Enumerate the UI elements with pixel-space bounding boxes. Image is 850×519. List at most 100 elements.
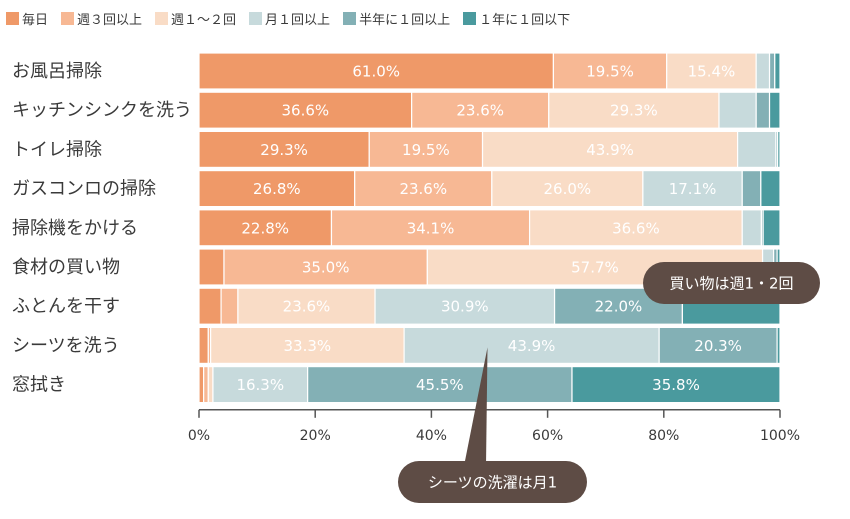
legend-label: 半年に１回以上 xyxy=(359,12,451,28)
bar-segment xyxy=(237,287,376,325)
legend-swatch xyxy=(343,11,357,25)
bar-segment xyxy=(491,170,644,208)
legend-swatch xyxy=(463,11,477,25)
bar-segment xyxy=(755,91,771,129)
bar-segment xyxy=(198,287,222,325)
category-label: ガスコンロの掃除 xyxy=(12,179,156,200)
category-label: ふとんを干す xyxy=(12,296,120,317)
bar-segment xyxy=(548,91,720,129)
bar-segment xyxy=(776,326,781,364)
legend-swatch xyxy=(61,11,75,25)
x-tick-label: 80% xyxy=(648,428,679,444)
data-label: 57.7% xyxy=(571,259,619,277)
bar-segment xyxy=(198,366,205,404)
data-label: 20.3% xyxy=(694,337,742,355)
bar-segment xyxy=(198,52,555,90)
bar-segment xyxy=(762,209,781,247)
data-label: 16.3% xyxy=(236,376,284,394)
data-label: 33.3% xyxy=(284,337,332,355)
data-label: 45.5% xyxy=(416,376,464,394)
category-label: シーツを洗う xyxy=(12,335,120,356)
legend-item: 週３回以上 xyxy=(61,9,142,28)
bar-segment xyxy=(666,52,757,90)
bar-segment xyxy=(755,52,771,90)
legend-label: 週１～２回 xyxy=(171,12,237,28)
bar-segment xyxy=(552,52,668,90)
bar-segment xyxy=(198,326,209,364)
bar-segment xyxy=(354,170,493,208)
bar-segment xyxy=(223,248,428,286)
x-tick-label: 40% xyxy=(416,428,447,444)
data-label: 22.0% xyxy=(595,298,643,316)
callout-text: 買い物は週1・2回 xyxy=(669,275,793,293)
bar-segment xyxy=(203,366,209,404)
bar-segment xyxy=(658,326,778,364)
data-label: 34.1% xyxy=(407,219,455,237)
category-label: キッチンシンクを洗う xyxy=(12,100,192,121)
data-label: 26.8% xyxy=(253,180,301,198)
x-tick-label: 100% xyxy=(760,428,800,444)
data-label: 61.0% xyxy=(352,63,400,81)
callout-pointer xyxy=(464,347,488,466)
bar-segment xyxy=(403,326,660,364)
legend-swatch xyxy=(249,11,263,25)
data-label: 35.0% xyxy=(302,259,350,277)
bar-segment xyxy=(777,130,781,168)
data-label: 36.6% xyxy=(281,102,329,120)
legend-label: 週３回以上 xyxy=(77,12,143,28)
bar-segment xyxy=(741,209,763,247)
legend-label: 月１回以上 xyxy=(265,12,331,28)
data-label: 43.9% xyxy=(586,141,634,159)
bar-segment xyxy=(718,91,757,129)
bar-segment xyxy=(207,366,214,404)
bar-segment xyxy=(741,170,762,208)
callout-bubble xyxy=(643,262,820,304)
bar-segment xyxy=(760,170,781,208)
data-label: 22.8% xyxy=(241,219,289,237)
bar-segment xyxy=(330,209,531,247)
category-label: 掃除機をかける xyxy=(12,218,138,239)
bar-segment xyxy=(768,91,781,129)
bar-segment xyxy=(736,130,777,168)
data-label: 23.6% xyxy=(399,180,447,198)
data-label: 15.4% xyxy=(688,63,736,81)
bar-segment xyxy=(571,366,781,404)
category-label: お風呂掃除 xyxy=(12,61,102,82)
x-tick-label: 0% xyxy=(188,428,210,444)
legend-item: 半年に１回以上 xyxy=(343,9,450,28)
data-label: 19.5% xyxy=(402,141,450,159)
x-tick-label: 20% xyxy=(300,428,331,444)
data-label: 29.3% xyxy=(610,102,658,120)
bar-segment xyxy=(368,130,484,168)
bar-segment xyxy=(774,52,781,90)
data-label: 30.9% xyxy=(441,298,489,316)
category-label: トイレ掃除 xyxy=(12,139,102,160)
legend-label: 毎日 xyxy=(22,12,49,28)
data-label: 19.5% xyxy=(586,63,634,81)
data-label: 26.0% xyxy=(544,180,592,198)
bar-segment xyxy=(374,287,556,325)
data-label: 23.6% xyxy=(456,102,504,120)
callout-text: シーツの洗濯は月1 xyxy=(428,474,557,492)
bar-segment xyxy=(212,366,309,404)
category-label: 窓拭き xyxy=(12,375,66,396)
data-label: 43.9% xyxy=(508,337,556,355)
bar-segment xyxy=(481,130,739,168)
bar-segment xyxy=(210,326,405,364)
category-label: 食材の買い物 xyxy=(12,257,120,278)
legend-item: 週１～２回 xyxy=(155,9,236,28)
legend-label: １年に１回以下 xyxy=(479,12,571,28)
bar-segment xyxy=(220,287,239,325)
data-label: 36.6% xyxy=(612,219,660,237)
callout-bubble xyxy=(398,461,587,503)
x-tick-label: 60% xyxy=(532,428,563,444)
data-label: 17.1% xyxy=(669,180,717,198)
bar-segment xyxy=(198,248,225,286)
data-label: 29.3% xyxy=(260,141,308,159)
bar-segment xyxy=(768,52,776,90)
bar-segment xyxy=(198,209,333,247)
data-label: 23.6% xyxy=(283,298,331,316)
bar-segment xyxy=(528,209,743,247)
bar-segment xyxy=(642,170,743,208)
